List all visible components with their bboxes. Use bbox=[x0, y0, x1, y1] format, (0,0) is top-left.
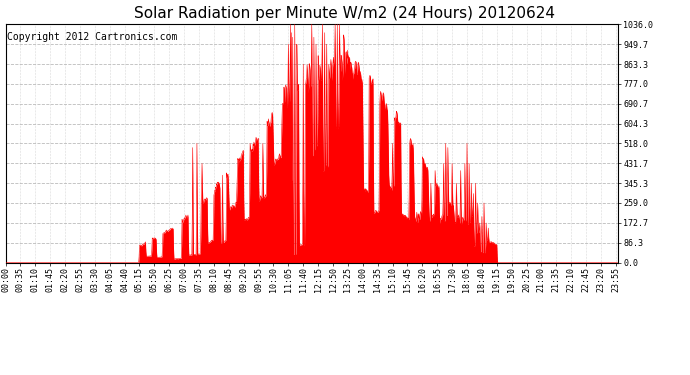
Text: Copyright 2012 Cartronics.com: Copyright 2012 Cartronics.com bbox=[7, 32, 177, 42]
Text: Solar Radiation per Minute W/m2 (24 Hours) 20120624: Solar Radiation per Minute W/m2 (24 Hour… bbox=[135, 6, 555, 21]
